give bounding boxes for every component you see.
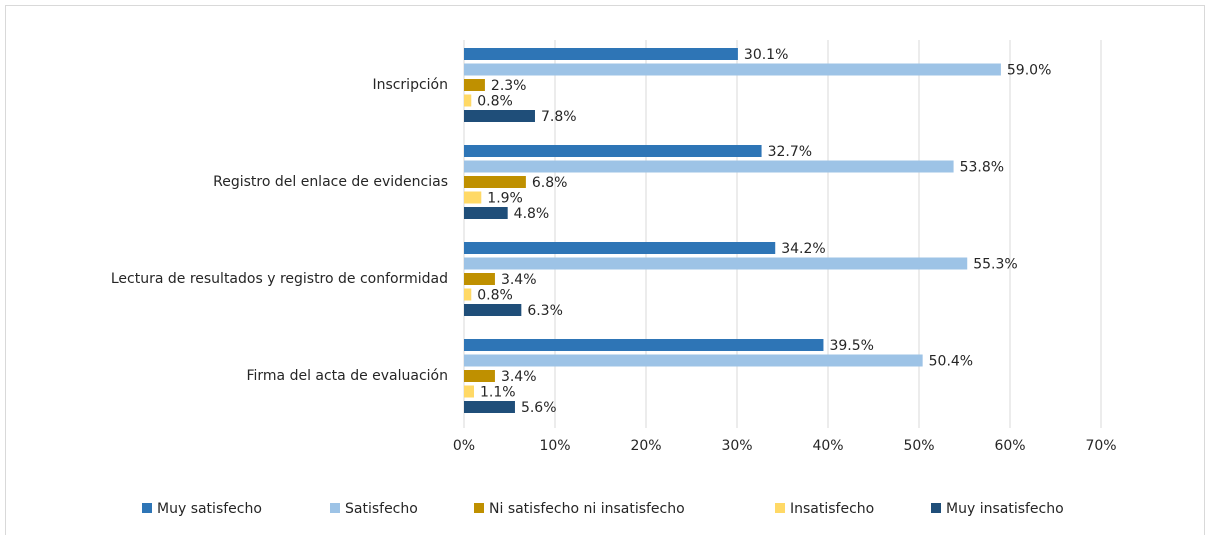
bar (464, 257, 968, 270)
value-label: 32.7% (768, 144, 812, 160)
bar (464, 48, 738, 60)
value-label: 5.6% (521, 400, 557, 416)
value-label: 4.8% (514, 206, 550, 222)
category-label: Inscripción (372, 77, 448, 93)
x-tick-label: 0% (453, 438, 475, 454)
legend-marker (330, 503, 340, 513)
legend-marker (931, 503, 941, 513)
legend-label: Ni satisfecho ni insatisfecho (489, 501, 685, 517)
legend-label: Satisfecho (345, 501, 418, 517)
bar (464, 401, 515, 413)
x-tick-label: 30% (721, 438, 752, 454)
legend-marker (142, 503, 152, 513)
legend-label: Insatisfecho (790, 501, 874, 517)
bar (464, 110, 535, 122)
x-tick-label: 50% (903, 438, 934, 454)
legend-marker (775, 503, 785, 513)
legend-label: Muy insatisfecho (946, 501, 1064, 517)
bar (464, 79, 485, 91)
category-label: Firma del acta de evaluación (246, 368, 448, 384)
bar (464, 370, 495, 382)
value-label: 50.4% (929, 354, 973, 370)
bar (464, 63, 1001, 76)
bar (464, 273, 495, 285)
value-label: 6.8% (532, 175, 568, 191)
bar (464, 145, 762, 157)
bar (464, 94, 472, 107)
value-label: 30.1% (744, 47, 788, 63)
legend-label: Muy satisfecho (157, 501, 262, 517)
bar (464, 354, 923, 367)
value-label: 53.8% (960, 160, 1004, 176)
bar (464, 176, 526, 188)
value-label: 3.4% (501, 272, 537, 288)
x-tick-label: 70% (1085, 438, 1116, 454)
bar (464, 207, 508, 219)
value-label: 7.8% (541, 109, 577, 125)
value-label: 34.2% (781, 241, 825, 257)
chart-border (5, 5, 1205, 539)
value-label: 0.8% (477, 288, 513, 304)
bar (464, 288, 472, 301)
value-label: 1.1% (480, 385, 516, 401)
bar (464, 304, 522, 316)
value-label: 1.9% (487, 191, 523, 207)
legend-marker (474, 503, 484, 513)
value-label: 59.0% (1007, 63, 1051, 79)
value-label: 55.3% (973, 257, 1017, 273)
bar (464, 385, 475, 398)
value-label: 0.8% (477, 94, 513, 110)
x-tick-label: 20% (630, 438, 661, 454)
bar (464, 160, 954, 173)
category-label: Lectura de resultados y registro de conf… (111, 271, 448, 287)
x-tick-label: 40% (812, 438, 843, 454)
category-label: Registro del enlace de evidencias (213, 174, 448, 190)
bar (464, 339, 824, 351)
value-label: 3.4% (501, 369, 537, 385)
value-label: 39.5% (829, 338, 873, 354)
x-tick-label: 60% (994, 438, 1025, 454)
x-tick-label: 10% (539, 438, 570, 454)
bar (464, 242, 776, 254)
value-label: 2.3% (491, 78, 527, 94)
bar (464, 191, 482, 204)
value-label: 6.3% (527, 303, 563, 319)
